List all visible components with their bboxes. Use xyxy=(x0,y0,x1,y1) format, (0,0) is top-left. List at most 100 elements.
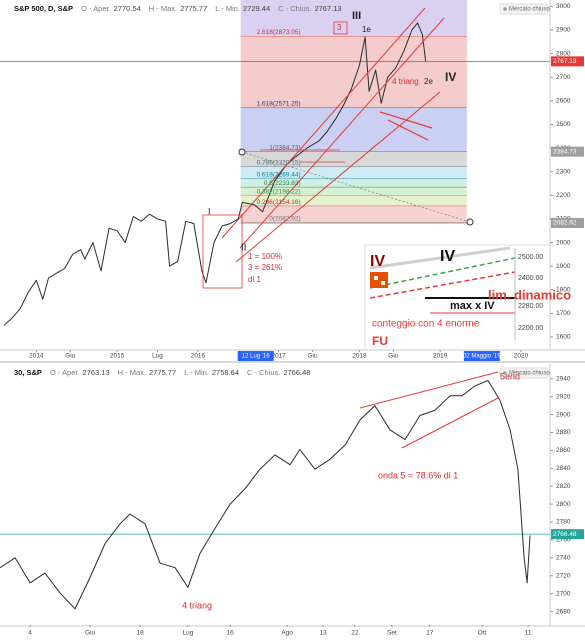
y-tick-label: 2880 xyxy=(556,429,571,436)
y-tick-label: 2920 xyxy=(556,393,571,400)
annotation: IV xyxy=(440,248,455,265)
x-tick-label: Giu xyxy=(308,353,319,360)
price-badge-label: 2766.48 xyxy=(553,531,577,538)
y-tick-label: 2800 xyxy=(556,501,571,508)
header-item: L - Min. xyxy=(184,368,209,377)
y-tick-label: 1900 xyxy=(556,263,571,270)
y-tick-label: 2860 xyxy=(556,447,571,454)
channel-line xyxy=(239,17,445,249)
y-tick-label: 2600 xyxy=(556,98,571,105)
header-item: 30, S&P xyxy=(14,368,42,377)
status-badge xyxy=(499,3,549,15)
channel-line xyxy=(221,7,426,239)
wave-box xyxy=(333,21,348,35)
x-tick-label: Lug xyxy=(152,353,163,360)
channel-line xyxy=(359,371,499,409)
annotation: I xyxy=(208,206,211,216)
header-item: 2775.77 xyxy=(149,368,176,377)
header-item: 2767.13 xyxy=(314,4,341,13)
fib-label: 1.618(2571.25) xyxy=(257,100,301,107)
y-tick-label: 2900 xyxy=(556,411,571,418)
x-tick-label: 2020 xyxy=(514,353,529,360)
y-tick-label: 2700 xyxy=(556,74,571,81)
annotation: lim. dinamico xyxy=(488,287,571,302)
wave-box xyxy=(202,214,243,289)
price-badge xyxy=(551,529,584,540)
header-item: H - Max. xyxy=(149,4,177,13)
x-tick-label: Giu xyxy=(65,353,76,360)
annotation: 4 triang xyxy=(182,600,212,610)
x-tick-label: Giu xyxy=(388,353,399,360)
fib-zone xyxy=(240,195,467,207)
annotation: 2500.00 xyxy=(518,254,543,261)
inset-icon xyxy=(370,272,388,288)
status-dot xyxy=(503,7,507,11)
fib-zone xyxy=(240,107,467,152)
y-tick-label: 2700 xyxy=(556,590,571,597)
channel-line xyxy=(401,397,499,449)
annotation: 3 = 261% xyxy=(248,263,282,272)
x-tick-label: 2014 xyxy=(29,353,44,360)
header-item: 2775.77 xyxy=(180,4,207,13)
header-item: H - Max. xyxy=(118,368,146,377)
x-tick-label: 2016 xyxy=(191,353,206,360)
annotation: FU xyxy=(372,334,388,348)
x-tick-label: 2019 xyxy=(433,353,448,360)
annotation: max x IV xyxy=(450,300,495,312)
x-tick-label: 22 xyxy=(351,630,359,637)
annotation: conteggio con 4 enorme xyxy=(372,319,480,330)
y-tick-label: 2720 xyxy=(556,572,571,579)
y-tick-label: 2680 xyxy=(556,608,571,615)
inset-line xyxy=(369,257,516,289)
y-tick-label: 2840 xyxy=(556,465,571,472)
x-marker-label: 12 Lug '16 xyxy=(242,354,271,360)
status-text: Mercato chiuso xyxy=(509,371,550,377)
x-tick-label: Lug xyxy=(182,630,193,637)
x-tick-label: 13 xyxy=(320,630,328,637)
arrow xyxy=(387,119,429,141)
annotation: II xyxy=(241,243,247,254)
y-tick-label: 1800 xyxy=(556,286,571,293)
annotation: 5end xyxy=(500,371,520,381)
y-tick-label: 2200 xyxy=(556,192,571,199)
fib-zone xyxy=(240,178,467,188)
chart-marks xyxy=(0,0,550,610)
price-axis xyxy=(550,364,585,626)
annotation: 2400.00 xyxy=(518,275,543,282)
inset-line xyxy=(369,271,516,299)
price-badge-label: 2767.13 xyxy=(553,58,577,65)
annotation: 1e xyxy=(362,25,371,34)
x-tick-label: Giu xyxy=(85,630,96,637)
annotation: di 1 xyxy=(248,275,261,284)
y-tick-label: 1600 xyxy=(556,334,571,341)
price-line xyxy=(0,380,531,610)
chart-header: 30, S&P O - Aper. 2763.13 H - Max. 2775.77 L … xyxy=(14,368,310,377)
annotation: 4 triang xyxy=(392,77,419,86)
y-tick-label: 2300 xyxy=(556,168,571,175)
y-tick-label: 2000 xyxy=(556,239,571,246)
x-tick-label: 4 xyxy=(28,630,32,637)
header-item: 2766.48 xyxy=(283,368,310,377)
status-dot xyxy=(503,371,507,375)
x-tick-label: 2015 xyxy=(110,353,125,360)
inset-icon xyxy=(374,276,378,280)
status-text: Mercato chiuso xyxy=(509,7,550,13)
annotation: IV xyxy=(370,253,385,270)
annotation: 2e xyxy=(424,77,433,86)
y-tick-label: 2820 xyxy=(556,483,571,490)
fib-zone xyxy=(240,36,467,108)
y-tick-label: 2900 xyxy=(556,27,571,34)
x-tick-label: 18 xyxy=(137,630,145,637)
x-tick-label: 2018 xyxy=(352,353,367,360)
price-badge xyxy=(551,146,584,157)
price-badge xyxy=(551,56,584,67)
header-item: O - Aper. xyxy=(81,4,111,13)
x-tick-label: 16 xyxy=(227,630,235,637)
status-badge xyxy=(499,367,549,379)
header-item: O - Aper. xyxy=(50,368,80,377)
x-marker xyxy=(237,351,274,361)
header-item: S&P 500, D, S&P xyxy=(14,4,73,13)
x-marker xyxy=(463,351,500,361)
